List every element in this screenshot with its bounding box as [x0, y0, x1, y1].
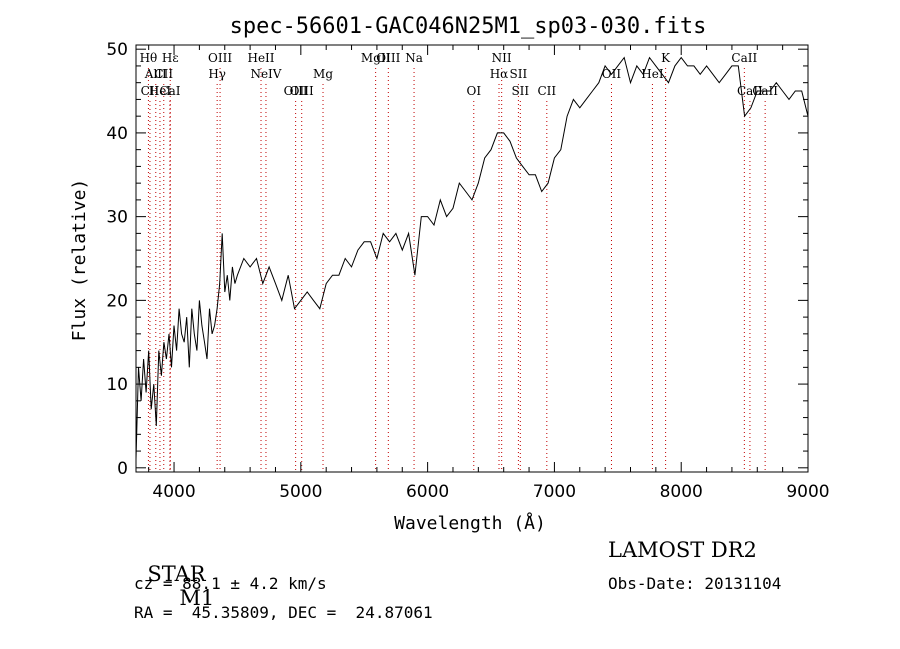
marker-label-24: HeI — [641, 67, 664, 81]
subclass-label: M1 — [179, 586, 215, 610]
line-marker-labels: HθAlIICIIHeICIIHεCaIOIIIHγHeIINeIVOIIIOI… — [140, 51, 779, 98]
marker-label-17: OI — [466, 84, 481, 98]
marker-label-15: OIII — [376, 51, 400, 65]
obs-date: Obs-Date: 20131104 — [608, 574, 782, 593]
x-axis-label: Wavelength (Å) — [394, 512, 546, 534]
marker-label-5: Hε — [162, 51, 179, 65]
marker-label-25: K — [661, 51, 671, 65]
y-axis-label: Flux (relative) — [69, 179, 90, 342]
x-tick-label: 9000 — [786, 482, 829, 502]
spectrum-line — [135, 56, 809, 460]
y-tick-label: 40 — [106, 124, 128, 144]
marker-label-4: CII — [154, 67, 173, 81]
marker-label-22: CII — [537, 84, 556, 98]
marker-label-8: Hγ — [208, 67, 226, 81]
marker-label-21: SII — [511, 84, 529, 98]
x-axis: 4000 5000 6000 7000 8000 9000 — [148, 45, 830, 502]
marker-label-1: AlII — [144, 67, 167, 81]
marker-label-11: OIII — [284, 84, 308, 98]
marker-label-14: MgII — [361, 51, 391, 65]
chart-title: spec-56601-GAC046N25M1_sp03-030.fits — [230, 14, 707, 39]
y-tick-label: 20 — [106, 291, 128, 311]
x-tick-label: 8000 — [660, 482, 703, 502]
marker-label-16: Na — [405, 51, 423, 65]
y-tick-label: 50 — [106, 40, 128, 60]
y-tick-label: 30 — [106, 208, 128, 228]
survey-label: LAMOST DR2 — [608, 538, 757, 562]
marker-label-20: SII — [510, 67, 528, 81]
marker-label-7: OIII — [208, 51, 232, 65]
x-tick-label: 6000 — [406, 482, 449, 502]
y-tick-label: 0 — [117, 459, 128, 479]
marker-label-10: NeIV — [250, 67, 281, 81]
marker-label-9: HeII — [247, 51, 274, 65]
x-tick-label: 5000 — [279, 482, 322, 502]
marker-label-0: Hθ — [140, 51, 158, 65]
marker-label-18: NII — [492, 51, 512, 65]
coordinates-readout: RA = 45.35809, DEC = 24.87061 — [134, 603, 433, 622]
marker-label-12: OIII — [290, 84, 314, 98]
marker-label-13: Mg — [313, 67, 333, 81]
plot-frame — [135, 44, 809, 473]
marker-label-19: Hα — [490, 67, 509, 81]
marker-label-26: CaII — [731, 51, 757, 65]
object-class: STAR M1 — [134, 538, 214, 610]
x-tick-label: 4000 — [152, 482, 195, 502]
x-tick-label: 7000 — [533, 482, 576, 502]
class-label: STAR — [147, 562, 206, 586]
marker-label-27: CaII — [737, 84, 763, 98]
y-axis: 0 10 20 30 40 50 — [106, 40, 808, 479]
marker-label-2: CII — [141, 84, 160, 98]
velocity-readout: cz = 88.1 ± 4.2 km/s — [134, 574, 327, 593]
marker-label-6: CaI — [159, 84, 180, 98]
line-markers — [147, 68, 766, 472]
marker-label-3: HeI — [149, 84, 172, 98]
y-tick-label: 10 — [106, 375, 128, 395]
